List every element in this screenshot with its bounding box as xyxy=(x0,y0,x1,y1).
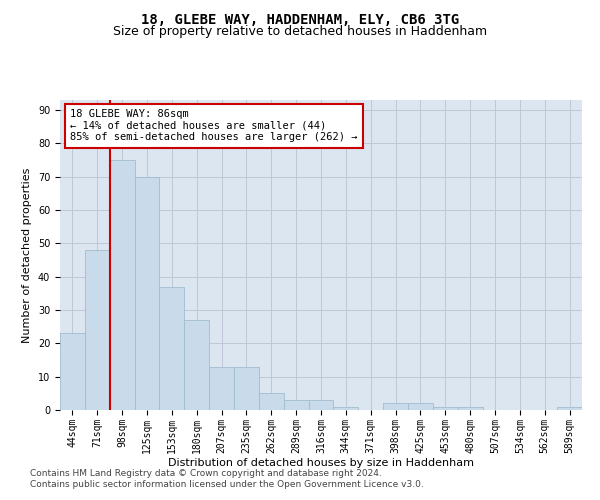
Bar xyxy=(85,250,110,410)
Text: 18, GLEBE WAY, HADDENHAM, ELY, CB6 3TG: 18, GLEBE WAY, HADDENHAM, ELY, CB6 3TG xyxy=(141,12,459,26)
Text: Contains public sector information licensed under the Open Government Licence v3: Contains public sector information licen… xyxy=(30,480,424,489)
Bar xyxy=(408,404,433,410)
Y-axis label: Number of detached properties: Number of detached properties xyxy=(22,168,32,342)
Bar xyxy=(134,176,160,410)
Text: Contains HM Land Registry data © Crown copyright and database right 2024.: Contains HM Land Registry data © Crown c… xyxy=(30,468,382,477)
Bar xyxy=(259,394,284,410)
Bar xyxy=(334,406,358,410)
Text: 18 GLEBE WAY: 86sqm
← 14% of detached houses are smaller (44)
85% of semi-detach: 18 GLEBE WAY: 86sqm ← 14% of detached ho… xyxy=(70,110,358,142)
Bar xyxy=(284,400,308,410)
Bar xyxy=(160,286,184,410)
Bar xyxy=(458,406,482,410)
Bar xyxy=(308,400,334,410)
Bar xyxy=(110,160,134,410)
Bar xyxy=(234,366,259,410)
Bar xyxy=(184,320,209,410)
X-axis label: Distribution of detached houses by size in Haddenham: Distribution of detached houses by size … xyxy=(168,458,474,468)
Bar xyxy=(209,366,234,410)
Bar xyxy=(433,406,458,410)
Bar xyxy=(557,406,582,410)
Bar xyxy=(383,404,408,410)
Bar xyxy=(60,334,85,410)
Text: Size of property relative to detached houses in Haddenham: Size of property relative to detached ho… xyxy=(113,25,487,38)
